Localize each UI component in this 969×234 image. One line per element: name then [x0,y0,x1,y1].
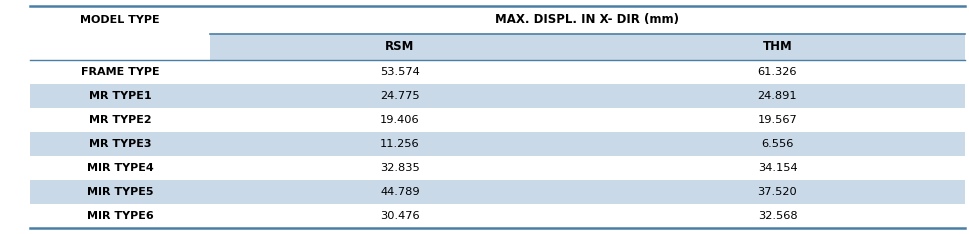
Text: 32.568: 32.568 [757,211,797,221]
Bar [30,180,964,204]
Text: 19.406: 19.406 [380,115,420,125]
Text: MIR TYPE4: MIR TYPE4 [86,163,153,173]
Text: 32.835: 32.835 [380,163,420,173]
Text: 30.476: 30.476 [380,211,420,221]
Text: MR TYPE2: MR TYPE2 [88,115,151,125]
Text: 19.567: 19.567 [757,115,797,125]
Text: THM: THM [762,40,792,54]
Text: MIR TYPE6: MIR TYPE6 [86,211,153,221]
Bar [589,34,964,60]
Bar [30,84,964,108]
Bar [30,108,964,132]
Text: 34.154: 34.154 [757,163,797,173]
Text: 6.556: 6.556 [761,139,793,149]
Bar [209,34,589,60]
Text: MR TYPE3: MR TYPE3 [88,139,151,149]
Text: RSM: RSM [385,40,415,54]
Text: MAX. DISPL. IN X- DIR (mm): MAX. DISPL. IN X- DIR (mm) [495,14,679,26]
Text: 11.256: 11.256 [380,139,420,149]
Bar [30,204,964,228]
Text: 61.326: 61.326 [757,67,797,77]
Text: 37.520: 37.520 [757,187,797,197]
Bar [30,60,964,84]
Text: FRAME TYPE: FRAME TYPE [80,67,159,77]
Bar [30,6,964,34]
Text: 53.574: 53.574 [380,67,420,77]
Bar [30,34,209,60]
Text: MIR TYPE5: MIR TYPE5 [86,187,153,197]
Text: 44.789: 44.789 [380,187,420,197]
Bar [30,132,964,156]
Text: MODEL TYPE: MODEL TYPE [80,15,160,25]
Bar [30,156,964,180]
Text: 24.775: 24.775 [380,91,420,101]
Text: MR TYPE1: MR TYPE1 [88,91,151,101]
Text: 24.891: 24.891 [757,91,797,101]
